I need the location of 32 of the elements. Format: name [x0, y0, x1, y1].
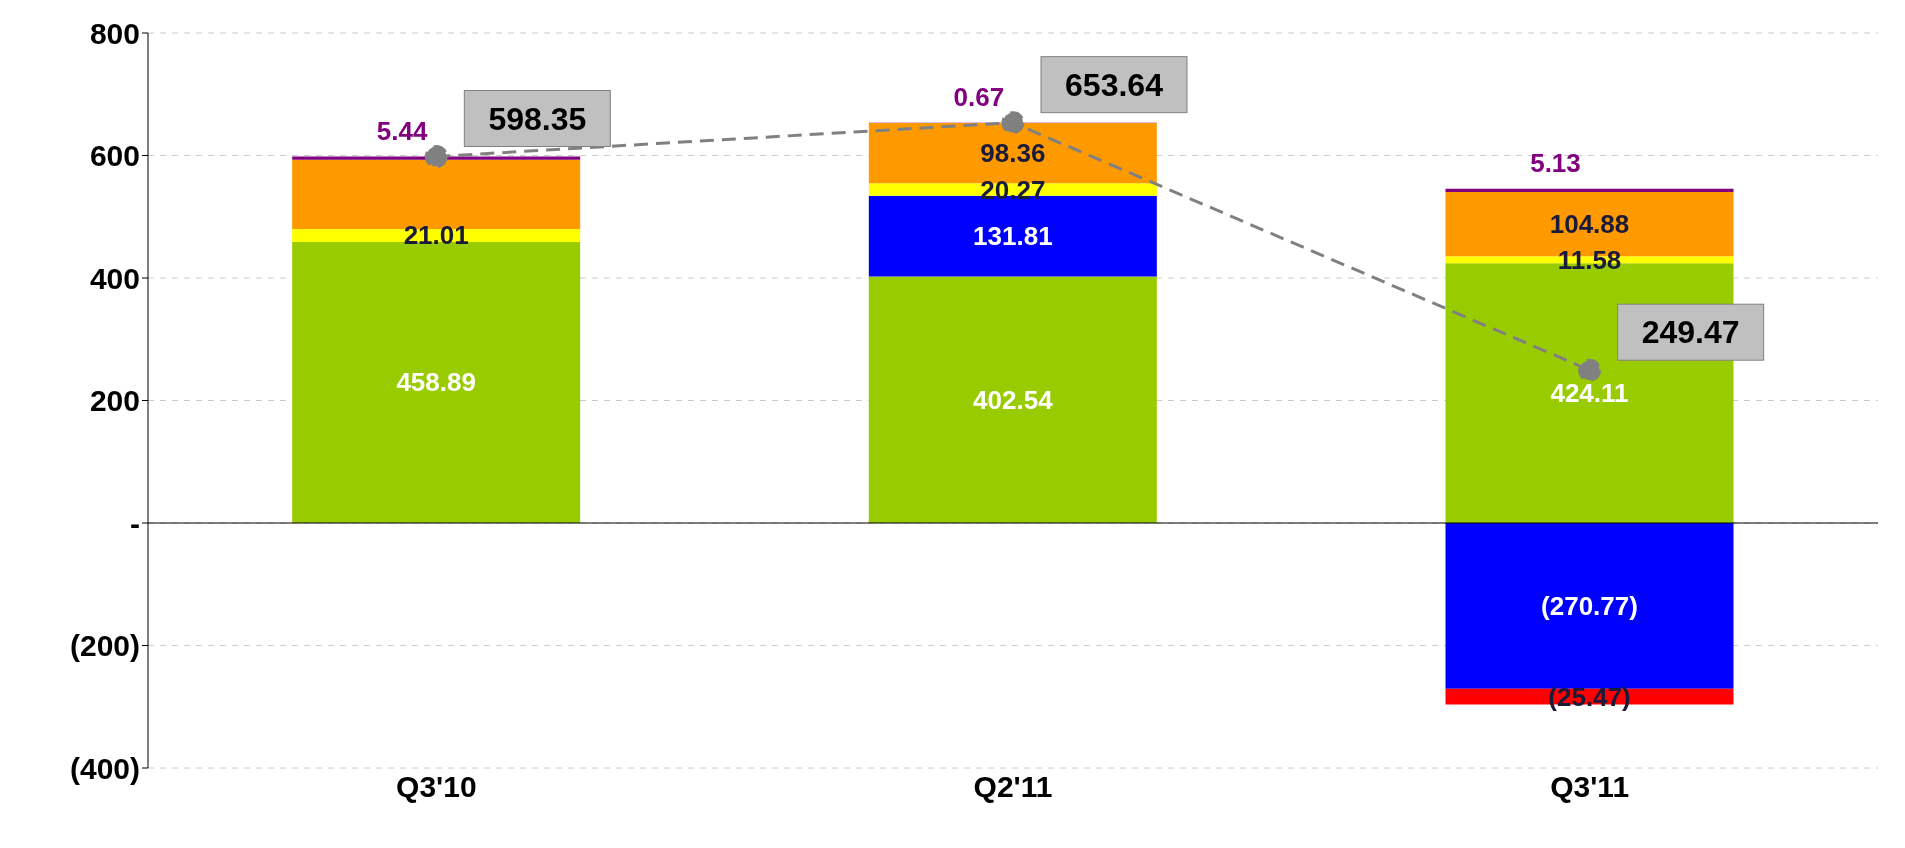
data-label: (270.77): [1541, 590, 1638, 621]
data-label: 458.89: [396, 367, 476, 398]
y-tick-label: 600: [89, 139, 140, 173]
bar: [868, 276, 1157, 523]
y-tick-label: 400: [89, 261, 140, 295]
data-label: 0.67: [953, 81, 1005, 112]
point: [424, 145, 448, 169]
data-label: (25.47): [1548, 681, 1631, 712]
y-tick-label: 800: [89, 16, 140, 50]
data-label: 5.44: [376, 115, 429, 146]
y-tick-label: -: [130, 506, 140, 540]
x-tick-label: Q3'11: [1550, 770, 1630, 804]
data-label: 11.58: [1557, 244, 1622, 275]
y-tick-label: (200): [69, 629, 140, 663]
data-label: 98.36: [980, 138, 1046, 169]
point: [1001, 111, 1025, 135]
data-label: 653.64: [1065, 66, 1164, 103]
data-label: 21.01: [403, 220, 469, 251]
bar: [1445, 188, 1734, 192]
y-tick-label: (400): [69, 751, 140, 785]
data-label: 131.81: [973, 221, 1053, 252]
point: [1578, 358, 1602, 382]
y-tick-label: 200: [89, 384, 140, 418]
data-label: 104.88: [1549, 209, 1630, 240]
x-tick-label: Q2'11: [973, 770, 1053, 804]
data-label: 5.13: [1530, 147, 1581, 178]
data-label: 249.47: [1641, 314, 1740, 351]
data-label: 598.35: [488, 100, 587, 137]
bar: [1445, 523, 1734, 689]
x-tick-label: Q3'10: [396, 770, 477, 804]
data-label: 402.54: [973, 384, 1054, 415]
data-label: 424.11: [1550, 378, 1629, 409]
